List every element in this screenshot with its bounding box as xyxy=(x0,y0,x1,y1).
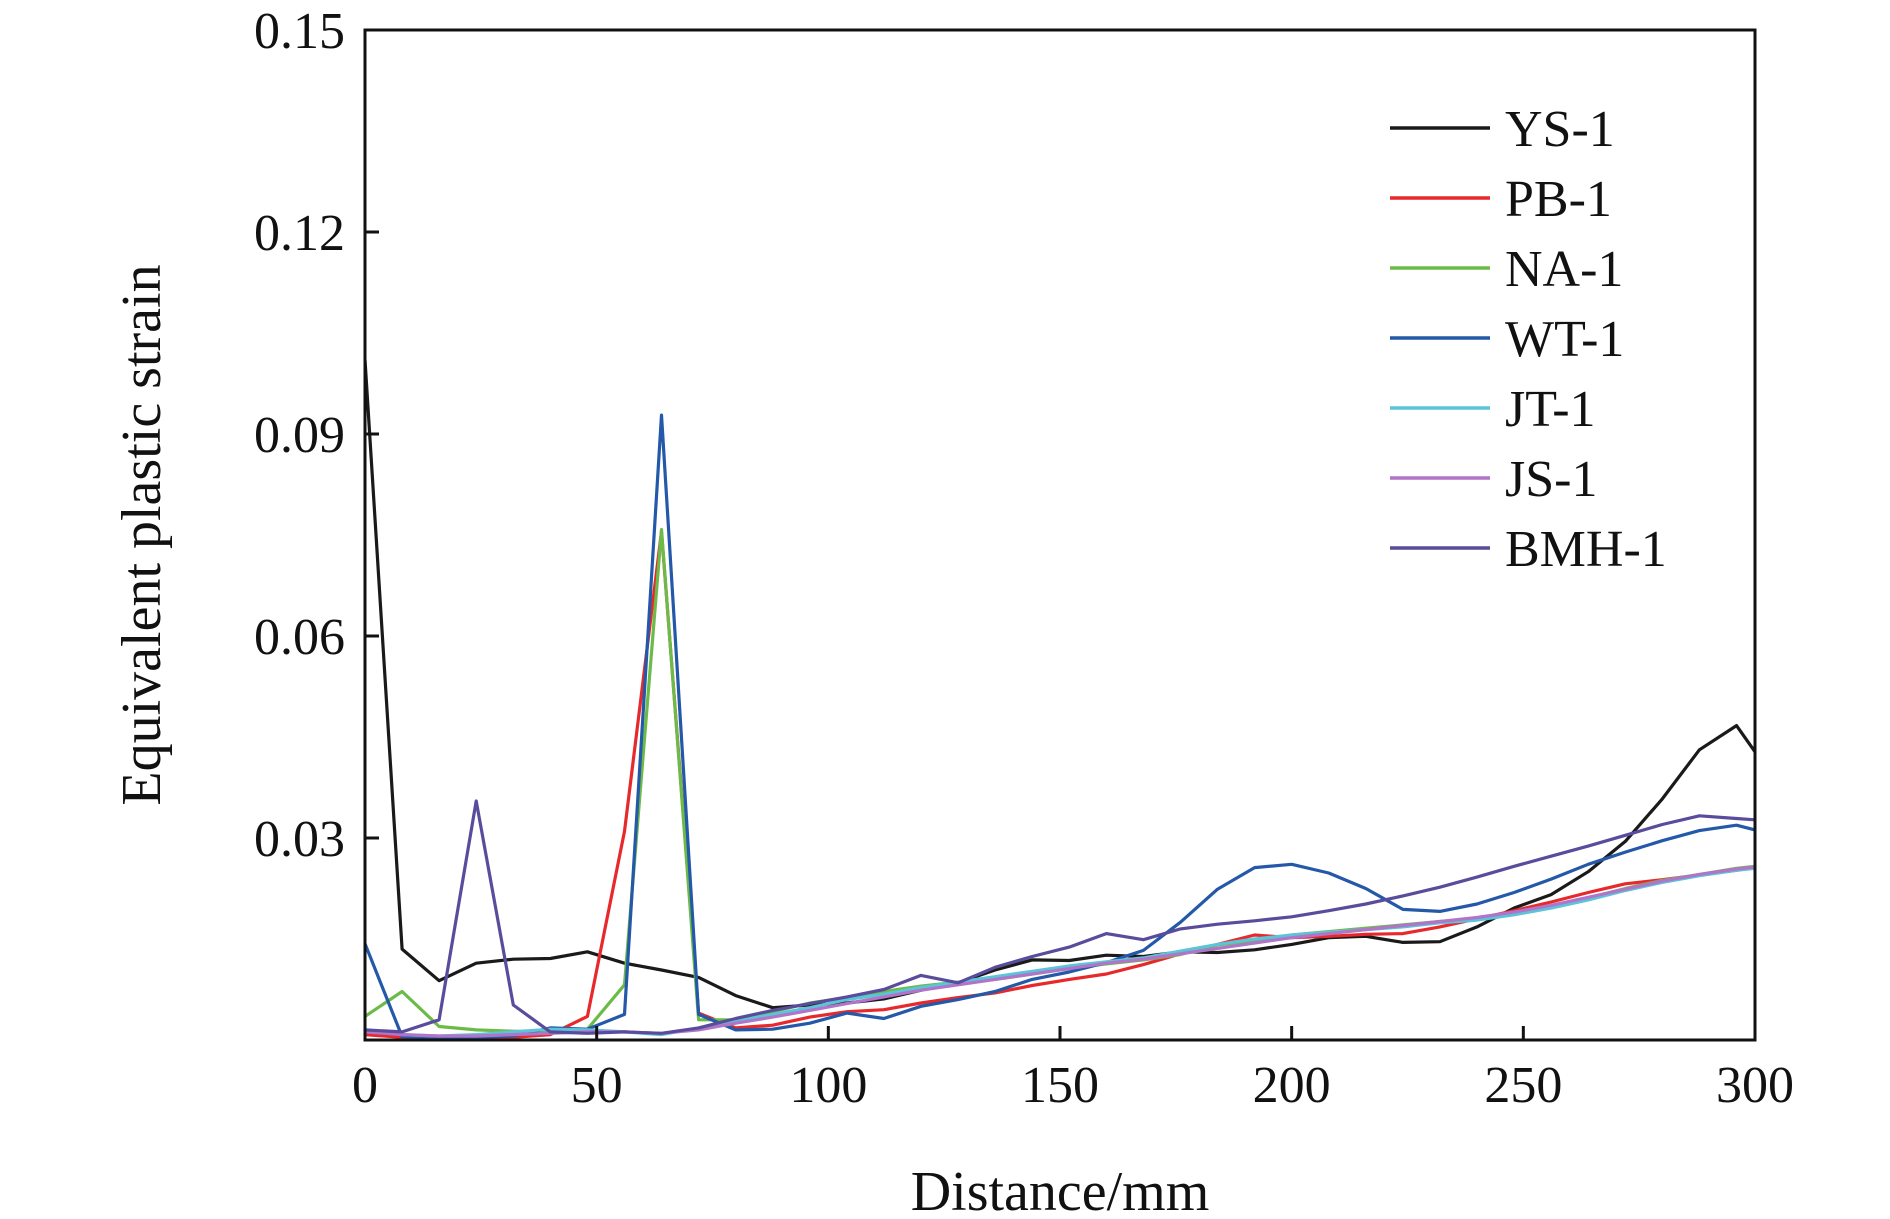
x-tick-label: 300 xyxy=(1716,1057,1794,1114)
y-axis-title: Equivalent plastic strain xyxy=(111,264,173,805)
tick-layer: 0 50 100 150 200 250 300 0.03 0.06 0.09 0.12 0.15 xyxy=(254,3,1794,1114)
legend-label-na-1: NA-1 xyxy=(1505,241,1623,298)
y-tick-label: 0.03 xyxy=(254,811,345,868)
series-layer xyxy=(365,358,1755,1039)
x-tick-label: 100 xyxy=(789,1057,867,1114)
y-tick-label: 0.12 xyxy=(254,205,345,262)
legend-label-js-1: JS-1 xyxy=(1505,451,1597,508)
y-tick-label: 0.06 xyxy=(254,609,345,666)
x-tick-label: 50 xyxy=(571,1057,623,1114)
x-axis-title: Distance/mm xyxy=(911,1161,1210,1219)
legend-label-ys-1: YS-1 xyxy=(1505,101,1615,158)
series-line-pb-1 xyxy=(365,529,1755,1039)
series-line-bmh-1 xyxy=(365,799,1755,1035)
series-line-na-1 xyxy=(365,527,1755,1034)
series-line-wt-1 xyxy=(365,413,1755,1039)
legend-label-bmh-1: BMH-1 xyxy=(1505,521,1667,578)
legend: YS-1 PB-1 NA-1 WT-1 JT-1 JS-1 BMH-1 xyxy=(1390,101,1667,578)
x-tick-label: 200 xyxy=(1253,1057,1331,1114)
x-tick-label: 250 xyxy=(1484,1057,1562,1114)
y-tick-label: 0.15 xyxy=(254,3,345,60)
series-line-jt-1 xyxy=(365,866,1755,1038)
legend-label-jt-1: JT-1 xyxy=(1505,381,1596,438)
legend-label-wt-1: WT-1 xyxy=(1505,311,1624,368)
x-tick-label: 0 xyxy=(352,1057,378,1114)
x-tick-label: 150 xyxy=(1021,1057,1099,1114)
legend-label-pb-1: PB-1 xyxy=(1505,171,1612,228)
y-tick-label: 0.09 xyxy=(254,407,345,464)
series-line-js-1 xyxy=(365,865,1755,1038)
